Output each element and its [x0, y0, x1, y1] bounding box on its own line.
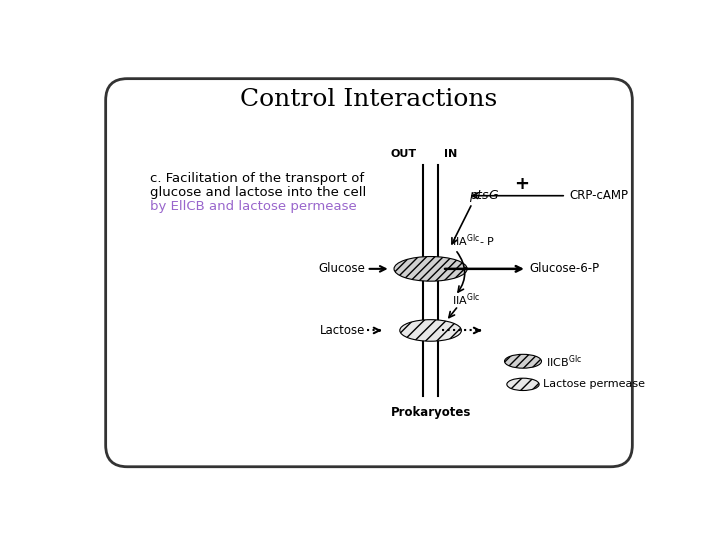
Text: CRP-cAMP: CRP-cAMP [570, 189, 628, 202]
Text: Control Interactions: Control Interactions [240, 88, 498, 111]
Text: glucose and lactose into the cell: glucose and lactose into the cell [150, 186, 366, 199]
FancyBboxPatch shape [106, 79, 632, 467]
Text: IIA$^{\mathregular{Glc}}$- P: IIA$^{\mathregular{Glc}}$- P [452, 232, 495, 248]
Ellipse shape [400, 320, 462, 341]
Text: Glucose-6-P: Glucose-6-P [529, 262, 599, 275]
Ellipse shape [394, 256, 467, 281]
Text: Glucose: Glucose [318, 262, 365, 275]
Text: Lactose permease: Lactose permease [543, 379, 645, 389]
Text: by EllCB and lactose permease: by EllCB and lactose permease [150, 200, 356, 213]
Text: Lactose: Lactose [320, 324, 365, 337]
Text: Prokaryotes: Prokaryotes [390, 406, 471, 420]
Ellipse shape [507, 378, 539, 390]
Text: IIA$^{\mathregular{Glc}}$: IIA$^{\mathregular{Glc}}$ [452, 292, 480, 308]
Text: IICB$^{\mathregular{Glc}}$: IICB$^{\mathregular{Glc}}$ [546, 353, 582, 369]
Text: $\mathit{ptsG}$: $\mathit{ptsG}$ [469, 188, 500, 204]
Text: IN: IN [444, 148, 458, 159]
Text: OUT: OUT [391, 148, 417, 159]
Text: c. Facilitation of the transport of: c. Facilitation of the transport of [150, 172, 364, 185]
Text: +: + [514, 175, 529, 193]
Ellipse shape [505, 354, 541, 368]
